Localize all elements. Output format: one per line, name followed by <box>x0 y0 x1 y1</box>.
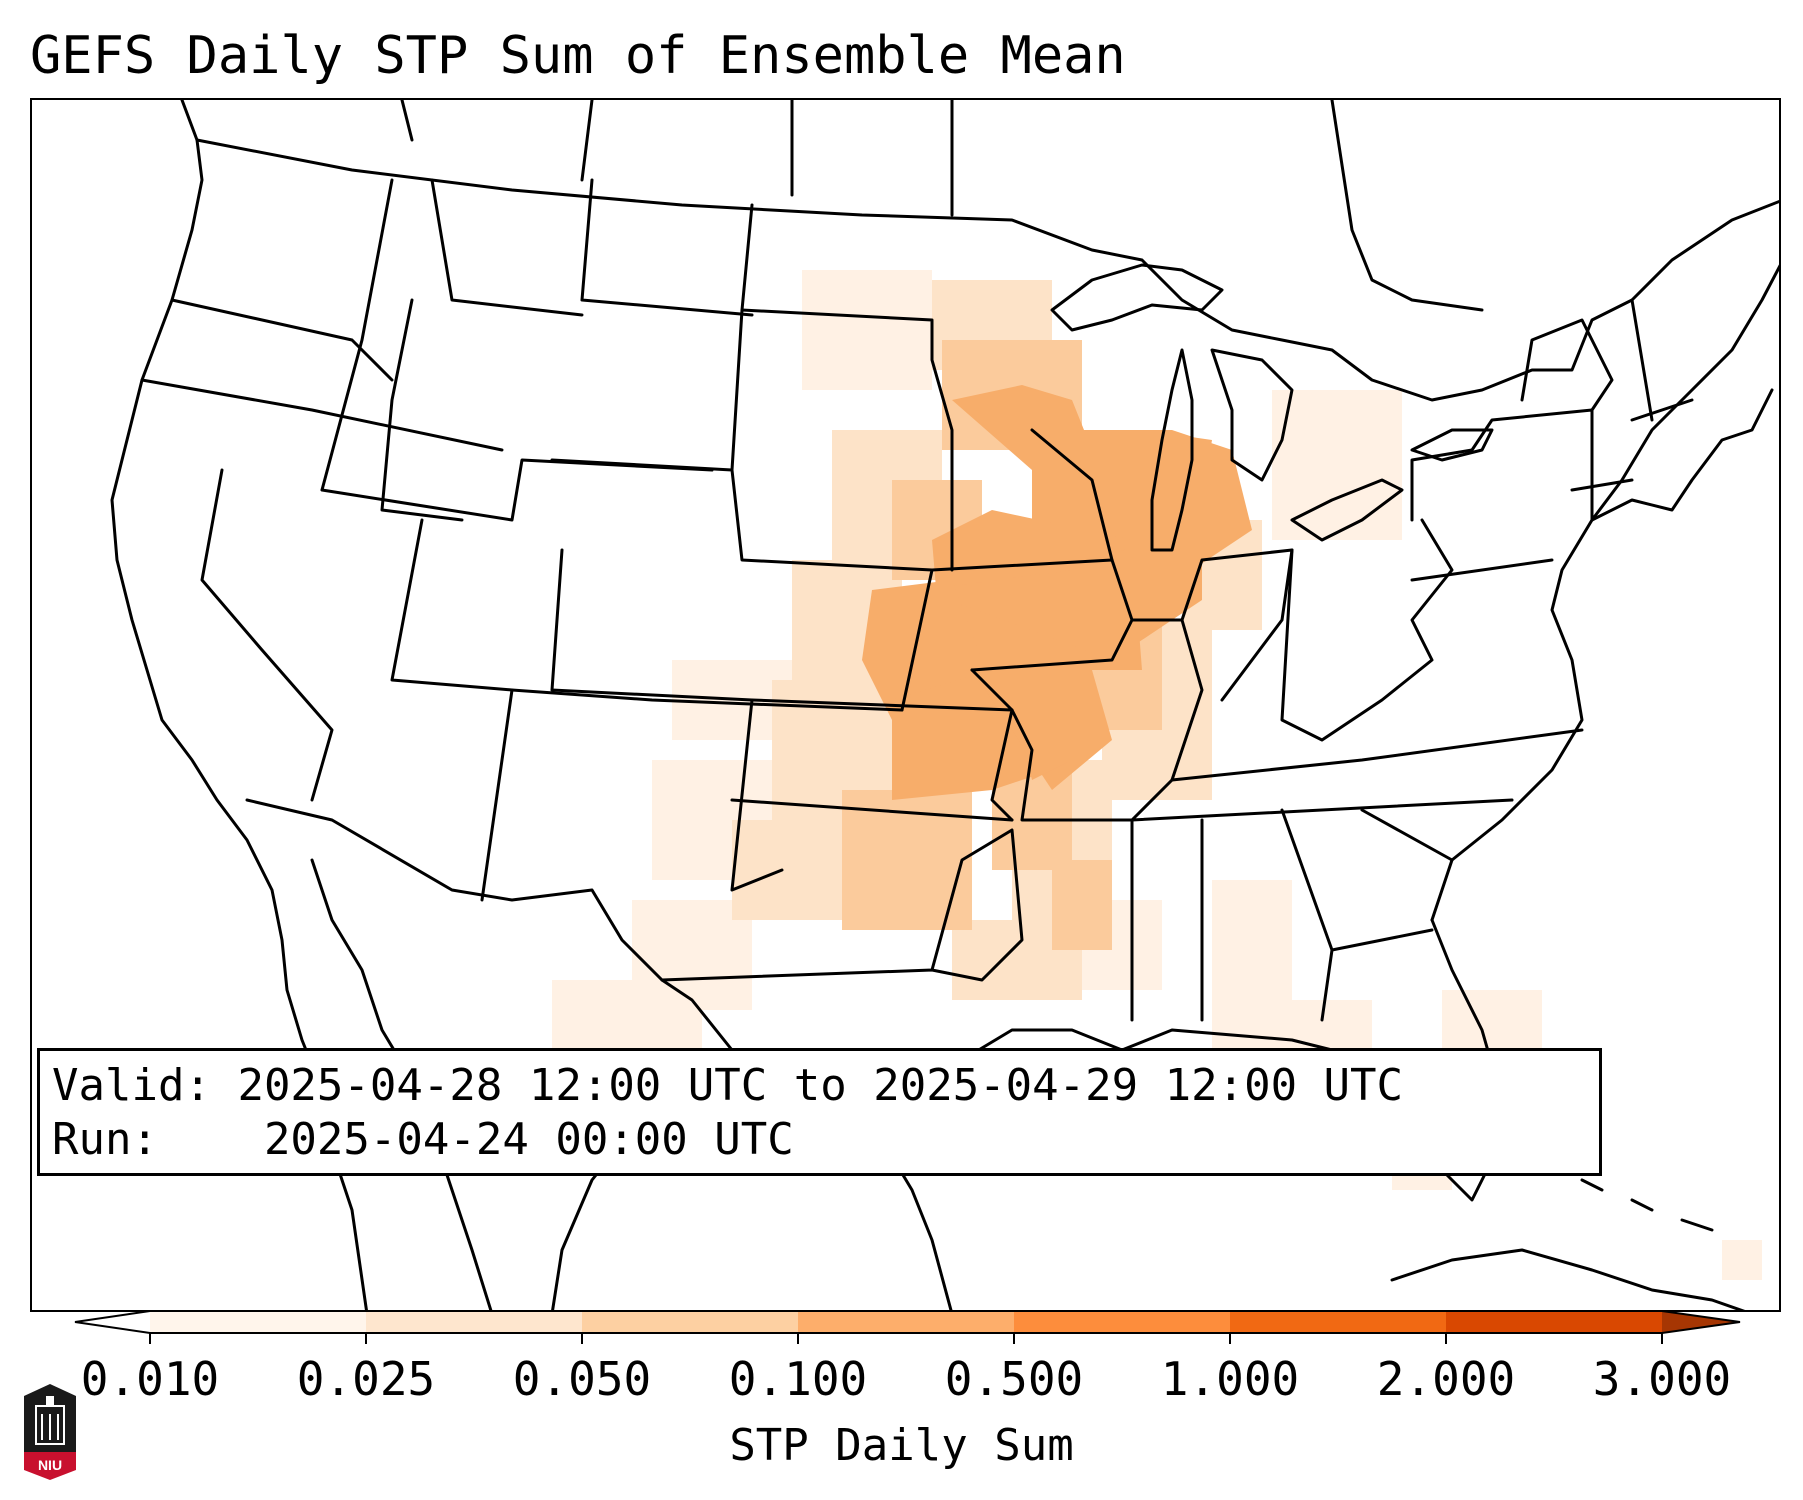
coastline-northeast <box>1590 388 1774 522</box>
coastline-atlantic <box>1430 264 1779 922</box>
colorbar-seg-5 <box>1014 1311 1230 1333</box>
border-mexico <box>245 798 784 1062</box>
lake-erie <box>1290 478 1404 542</box>
colorbar-tick-label: 0.500 <box>944 1352 1084 1406</box>
niu-logo-text: NIU <box>38 1457 62 1473</box>
cuba <box>1390 1248 1746 1310</box>
lake-michigan <box>1150 348 1194 552</box>
stp-shading <box>552 270 1762 1280</box>
colorbar-title: STP Daily Sum <box>729 1420 1074 1471</box>
colorbar-tick-label: 3.000 <box>1592 1352 1732 1406</box>
colorbar-tick-label: 0.010 <box>80 1352 220 1406</box>
colorbar-tick-label: 1.000 <box>1160 1352 1300 1406</box>
colorbar <box>74 1310 1741 1344</box>
map-title: GEFS Daily STP Sum of Ensemble Mean <box>30 26 1126 86</box>
colorbar-seg-4 <box>798 1311 1014 1333</box>
lake-huron <box>1210 348 1294 482</box>
niu-logo-icon: NIU <box>24 1384 76 1480</box>
run-label: Run: <box>52 1114 158 1165</box>
colorbar-seg-7 <box>1446 1311 1662 1333</box>
colorbar-seg-6 <box>1230 1311 1446 1333</box>
lake-superior <box>1050 263 1224 332</box>
run-value: 2025-04-24 00:00 UTC <box>263 1114 794 1165</box>
validity-box: Valid: 2025-04-28 12:00 UTC to 2025-04-2… <box>37 1048 1602 1176</box>
run-row: Run: 2025-04-24 00:00 UTC <box>52 1113 1599 1167</box>
border-canada <box>195 138 1779 402</box>
colorbar-seg-1 <box>150 1311 366 1333</box>
valid-value: 2025-04-28 12:00 UTC to 2025-04-29 12:00… <box>237 1060 1404 1111</box>
colorbar-seg-3 <box>582 1311 798 1333</box>
colorbar-tick-label: 0.025 <box>296 1352 436 1406</box>
colorbar-extend-high <box>1662 1311 1740 1333</box>
lake-ontario <box>1410 428 1494 462</box>
colorbar-tick-label: 0.100 <box>728 1352 868 1406</box>
colorbar-tick-label: 0.050 <box>512 1352 652 1406</box>
valid-row: Valid: 2025-04-28 12:00 UTC to 2025-04-2… <box>52 1059 1599 1113</box>
colorbar-extend-low <box>75 1311 150 1333</box>
stp-map <box>110 100 1779 1310</box>
colorbar-seg-2 <box>366 1311 582 1333</box>
colorbar-segments <box>75 1311 1740 1333</box>
stp-shading-high <box>862 385 1252 800</box>
colorbar-tick-label: 2.000 <box>1376 1352 1516 1406</box>
valid-label: Valid: <box>52 1060 211 1111</box>
